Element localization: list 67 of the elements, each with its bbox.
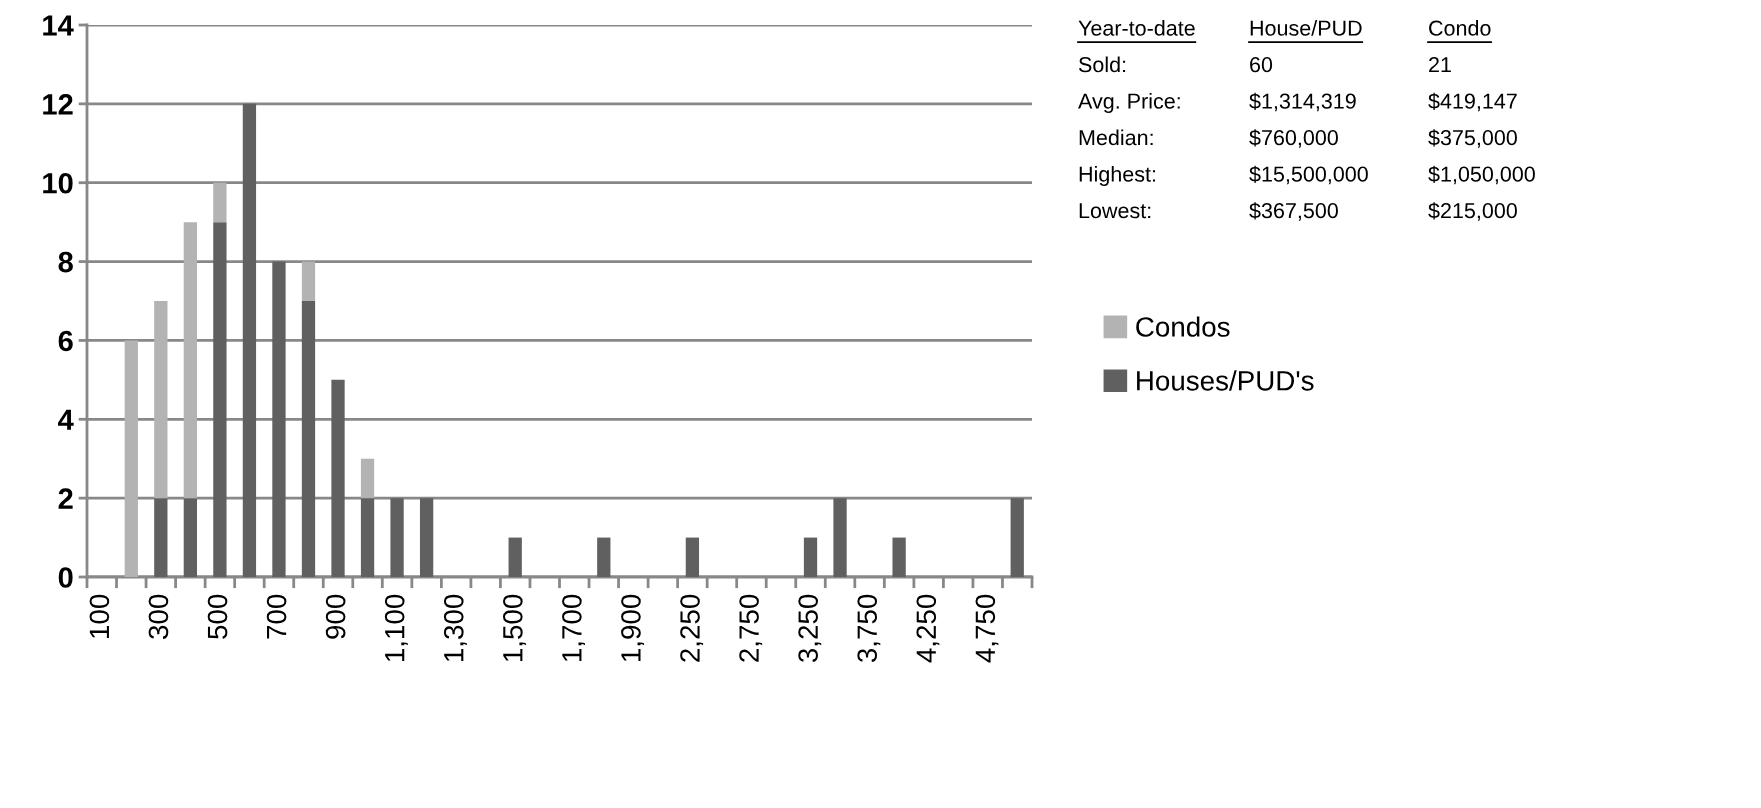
bar	[213, 182, 227, 223]
x-tick-label: 1,900	[621, 594, 645, 662]
bar	[892, 537, 906, 577]
y-tick-label: 12	[43, 94, 73, 115]
x-tick-label: 900	[325, 594, 346, 639]
bar	[183, 222, 197, 499]
text: $1,314,319	[1249, 92, 1356, 112]
bar	[1010, 498, 1024, 577]
text: 60	[1250, 57, 1273, 73]
text: Year-to-date	[1078, 19, 1195, 36]
bar	[360, 498, 375, 577]
text: $419,147	[1428, 92, 1517, 112]
bar	[419, 498, 434, 577]
x-tick-label: 4,750	[975, 594, 999, 663]
y-tick-label: 10	[43, 172, 73, 194]
text: $367,500	[1249, 202, 1338, 221]
y-tick-label: 14	[43, 15, 74, 36]
text: Lowest:	[1079, 203, 1151, 219]
x-tick-label: 1,700	[562, 594, 585, 662]
bar	[685, 537, 700, 577]
bar	[272, 261, 286, 577]
x-tick-label: 500	[207, 594, 228, 639]
x-tick-label: 1,500	[502, 594, 526, 662]
bar	[124, 340, 138, 577]
text: House/PUD	[1250, 19, 1362, 36]
y-tick-label: 8	[58, 251, 73, 273]
x-tick-label: 3,250	[798, 594, 822, 663]
x-tick-label: 1,100	[384, 594, 408, 662]
y-tick-label: 0	[58, 567, 73, 588]
x-tick-label: 1,300	[443, 594, 467, 662]
bar	[213, 222, 227, 577]
text: $760,000	[1249, 129, 1338, 148]
bar	[360, 458, 375, 499]
text: Median:	[1079, 129, 1153, 146]
text: $1,050,000	[1428, 165, 1535, 185]
y-tick-label: 6	[58, 330, 73, 352]
x-tick-label: 4,250	[916, 594, 940, 663]
bar	[833, 498, 847, 577]
x-tick-label: 700	[266, 594, 287, 639]
text: $15,500,000	[1249, 165, 1368, 185]
bar	[183, 498, 197, 577]
bar	[301, 261, 316, 301]
x-tick-label: 100	[89, 594, 110, 638]
legend-label: Houses/PUD's	[1137, 370, 1314, 391]
y-tick-label: 4	[58, 409, 74, 430]
text: Condo	[1429, 19, 1491, 36]
y-tick-label: 2	[58, 488, 73, 509]
text: Avg. Price:	[1078, 92, 1180, 114]
bar	[803, 537, 818, 577]
bar	[390, 498, 404, 577]
x-tick-label: 2,250	[680, 594, 704, 662]
text: $215,000	[1428, 202, 1517, 221]
bar	[154, 301, 168, 499]
bar	[242, 103, 257, 577]
bar	[597, 537, 611, 577]
x-tick-label: 2,750	[739, 594, 763, 662]
bar	[301, 301, 316, 577]
bar	[154, 498, 168, 577]
x-tick-label: 300	[148, 594, 169, 639]
text: Sold:	[1078, 56, 1126, 73]
x-tick-label: 3,750	[857, 594, 881, 663]
legend-label: Condos	[1136, 316, 1230, 337]
bar	[331, 379, 345, 577]
text: $375,000	[1428, 129, 1517, 148]
text: 21	[1429, 57, 1451, 73]
text: Highest:	[1079, 165, 1156, 187]
bar	[508, 537, 522, 577]
